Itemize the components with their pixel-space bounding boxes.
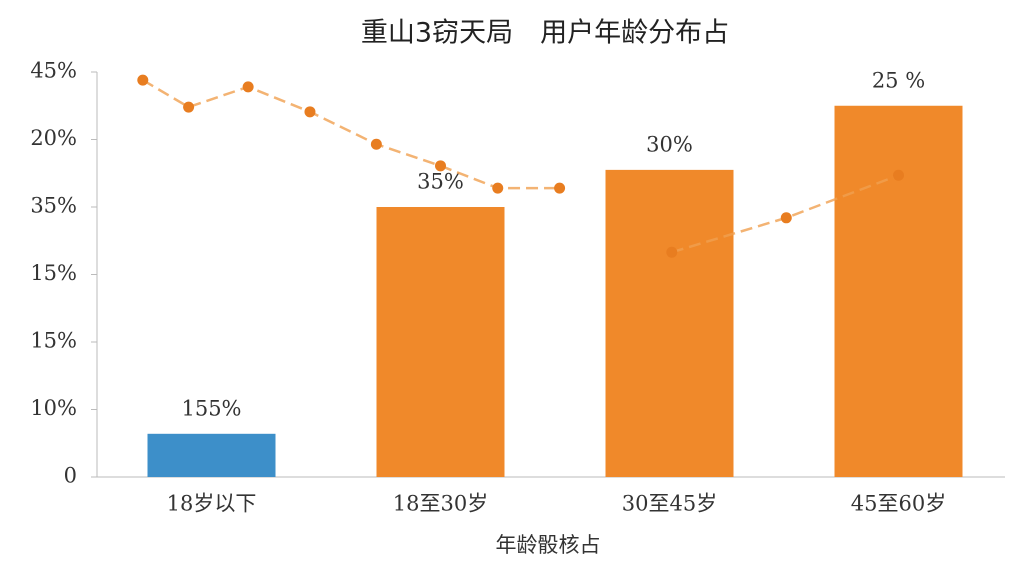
- y-tick-label: 0: [64, 464, 77, 488]
- trend-point: [435, 160, 446, 172]
- y-tick-label: 20%: [30, 126, 77, 150]
- y-tick-label: 45%: [30, 59, 77, 83]
- bar-annotation: 25 %: [872, 68, 925, 92]
- x-tick-label: 18岁以下: [167, 492, 257, 516]
- trend-point: [304, 106, 316, 118]
- trend-point: [554, 182, 566, 194]
- trend-point: [893, 169, 904, 181]
- trend-point: [137, 74, 149, 86]
- y-tick-label: 15%: [30, 261, 77, 285]
- x-tick-label: 45至60岁: [851, 492, 946, 516]
- trend-point: [492, 182, 504, 194]
- trend-point: [242, 81, 254, 93]
- y-tick-label: 10%: [30, 396, 77, 420]
- trend-point: [780, 212, 792, 224]
- trend-point: [183, 101, 195, 113]
- y-tick-label: 35%: [30, 194, 77, 218]
- bar: [834, 105, 963, 477]
- x-tick-label: 30至45岁: [622, 492, 717, 516]
- bar-annotation: 30%: [646, 132, 693, 156]
- bar: [376, 207, 505, 477]
- trend-point: [370, 138, 382, 150]
- bar: [605, 169, 734, 477]
- trend-line: [142, 79, 899, 254]
- bar-annotation: 35%: [417, 170, 464, 194]
- y-tick-label: 15%: [30, 329, 77, 353]
- trend-point: [666, 246, 678, 258]
- bar-annotation: 155%: [181, 396, 241, 420]
- bar: [147, 433, 276, 477]
- x-tick-label: 18至30岁: [393, 492, 488, 516]
- chart-title: 重山3窃天局 用户年龄分布占: [361, 18, 729, 49]
- x-axis-label: 年龄骰核占: [496, 533, 601, 557]
